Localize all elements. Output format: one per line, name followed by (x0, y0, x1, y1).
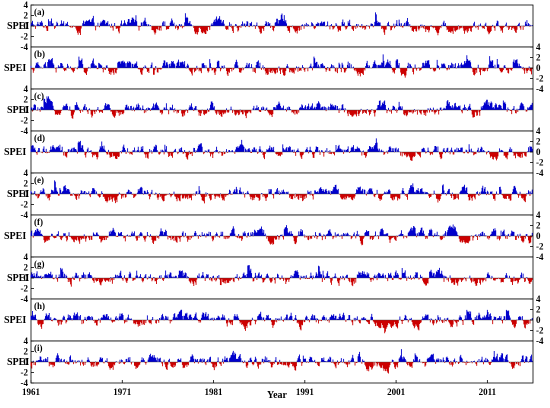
y-tick-label: 0 (24, 357, 29, 367)
panel-g: (g) 420-2-4 SPEI (7, 252, 534, 304)
panel-a: (a) 420-2-4 SPEI (7, 0, 534, 52)
panel-i: (i) 420-2-4 SPEI (7, 336, 534, 388)
x-tick-label: 1991 (296, 387, 315, 397)
positive-spei-bars (30, 309, 533, 320)
y-tick-label: 4 (536, 126, 541, 136)
y-tick-label: -2 (21, 284, 29, 294)
panel-label: (c) (34, 91, 44, 101)
y-tick-label: -4 (21, 42, 29, 52)
y-tick-label: -4 (536, 84, 544, 94)
panel-label: (d) (34, 133, 45, 143)
y-tick-label: 2 (24, 11, 29, 21)
y-tick-label: -4 (536, 168, 544, 178)
y-tick-label: 2 (536, 53, 541, 63)
y-tick-label: 2 (536, 305, 541, 315)
y-tick-label: 0 (536, 231, 541, 241)
y-tick-label: 2 (536, 221, 541, 231)
panel-e: (e) 420-2-4 SPEI (7, 168, 534, 220)
y-tick-label: -4 (21, 210, 29, 220)
y-tick-label: 2 (24, 263, 29, 273)
y-tick-label: -2 (21, 368, 29, 378)
y-axis-title: SPEI (7, 105, 29, 116)
y-tick-label: 0 (24, 21, 29, 31)
y-tick-label: 0 (24, 273, 29, 283)
y-tick-label: 4 (24, 84, 29, 94)
y-tick-label: -2 (21, 32, 29, 42)
y-axis-title: SPEI (4, 147, 26, 158)
y-tick-label: 0 (536, 315, 541, 325)
y-axis-title: SPEI (7, 21, 29, 32)
y-tick-label: 0 (24, 189, 29, 199)
positive-spei-bars (30, 54, 530, 68)
y-tick-label: 4 (24, 336, 29, 346)
x-tick-label: 2001 (387, 387, 406, 397)
y-axis-title: SPEI (7, 273, 29, 284)
y-axis-title: SPEI (7, 189, 29, 200)
y-tick-label: -2 (536, 242, 544, 252)
y-tick-label: -2 (536, 74, 544, 84)
y-axis-title: SPEI (4, 315, 26, 326)
y-tick-label: -4 (536, 252, 544, 262)
y-tick-label: 0 (536, 63, 541, 73)
y-tick-label: 4 (24, 252, 29, 262)
y-axis-title: SPEI (4, 63, 26, 74)
panel-label: (g) (34, 259, 45, 269)
negative-spei-bars (32, 236, 532, 246)
y-tick-label: 4 (536, 210, 541, 220)
y-tick-label: 4 (536, 294, 541, 304)
y-tick-label: 0 (536, 147, 541, 157)
panels: (a)420-2-4SPEI(b)420-2-4SPEI(c)420-2-4SP… (4, 0, 544, 388)
y-tick-label: -4 (21, 294, 29, 304)
y-tick-label: -4 (536, 336, 544, 346)
x-tick-label: 2011 (479, 387, 497, 397)
positive-spei-bars (30, 96, 533, 110)
y-axis-title: SPEI (4, 231, 26, 242)
y-tick-label: 4 (536, 42, 541, 52)
negative-spei-bars (33, 26, 531, 36)
x-tick-label: 1971 (113, 387, 132, 397)
y-tick-label: -4 (21, 378, 29, 388)
x-axis-title: Year (267, 390, 288, 401)
panel-label: (f) (34, 217, 43, 227)
negative-spei-bars (35, 152, 528, 161)
y-tick-label: -4 (21, 126, 29, 136)
y-tick-label: 2 (24, 347, 29, 357)
negative-spei-bars (35, 194, 531, 204)
panel-label: (e) (34, 175, 44, 185)
panel-label: (a) (34, 7, 45, 17)
y-tick-label: 4 (24, 0, 29, 10)
panel-label: (b) (34, 49, 45, 59)
y-tick-label: -2 (21, 200, 29, 210)
x-axis: 1961 1971 1981 1991 2001 2011 (22, 380, 497, 397)
x-tick-label: 1961 (22, 387, 41, 397)
panel-label: (h) (34, 301, 45, 311)
y-tick-label: 2 (24, 95, 29, 105)
y-tick-label: 2 (24, 179, 29, 189)
panel-label: (i) (34, 343, 43, 353)
y-tick-label: 0 (24, 105, 29, 115)
y-tick-label: 2 (536, 137, 541, 147)
y-axis-title: SPEI (7, 357, 29, 368)
positive-spei-bars (30, 138, 533, 152)
panel-c: (c) 420-2-4 SPEI (7, 84, 534, 136)
y-tick-label: -2 (536, 326, 544, 336)
y-tick-label: -2 (536, 158, 544, 168)
y-tick-label: -2 (21, 116, 29, 126)
x-tick-label: 1981 (205, 387, 224, 397)
y-tick-label: 4 (24, 168, 29, 178)
positive-spei-bars (30, 224, 533, 236)
